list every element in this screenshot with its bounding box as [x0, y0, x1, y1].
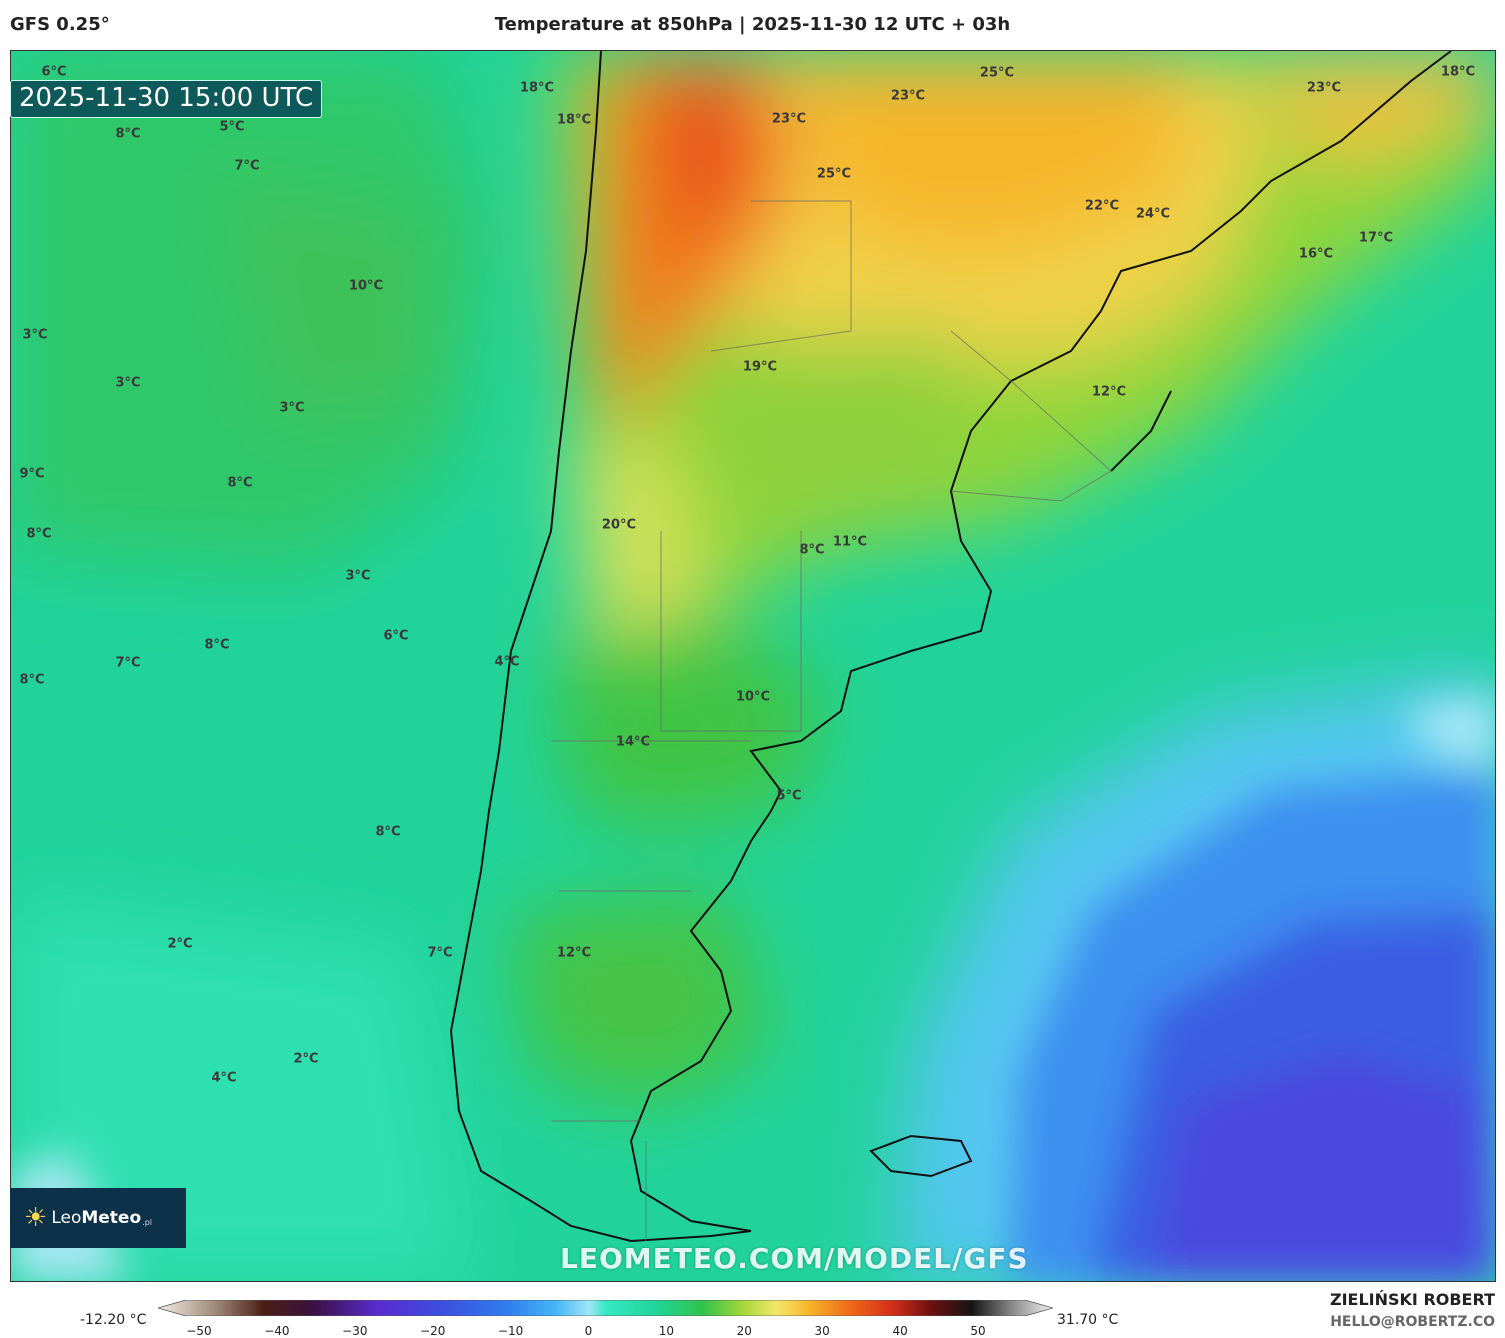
author-email: HELLO@ROBERTZ.CO	[1330, 1314, 1495, 1330]
temperature-label: 7°C	[427, 945, 453, 961]
temperature-label: 17°C	[1358, 230, 1394, 246]
colorbar-max-label: 31.70 °C	[1057, 1312, 1119, 1328]
temperature-label: 5°C	[219, 119, 245, 135]
temperature-label: 8°C	[799, 542, 825, 558]
sun-icon: ☀	[24, 1203, 48, 1233]
temperature-label: 8°C	[26, 526, 52, 542]
temperature-label: 8°C	[227, 475, 253, 491]
colorbar-tick-label: 20	[736, 1324, 752, 1338]
colorbar-tick-label: 40	[892, 1324, 908, 1338]
temperature-label: 6°C	[383, 628, 409, 644]
author-name: ZIELIŃSKI ROBERT	[1329, 1290, 1495, 1309]
colorbar-tick-label: −30	[342, 1324, 368, 1338]
logo-suffix: .pl	[142, 1217, 152, 1227]
temperature-label: 8°C	[204, 637, 230, 653]
temperature-label: 18°C	[519, 80, 555, 96]
temperature-label: 14°C	[615, 734, 651, 750]
valid-time-badge: 2025-11-30 15:00 UTC	[10, 80, 323, 118]
temperature-label: 23°C	[771, 111, 807, 127]
colorbar-tick-label: −50	[186, 1324, 212, 1338]
logo-text: LeoMeteo	[51, 1208, 142, 1228]
temperature-label: 22°C	[1084, 198, 1120, 214]
temperature-label: 7°C	[234, 158, 260, 174]
temperature-label: 11°C	[832, 534, 868, 550]
colorbar-tick-label: 50	[970, 1324, 986, 1338]
temperature-label: 2°C	[293, 1051, 319, 1067]
temperature-label: 18°C	[1440, 64, 1476, 80]
temperature-label: 7°C	[115, 655, 141, 671]
temperature-label: 4°C	[211, 1070, 237, 1086]
temperature-label: 3°C	[115, 375, 141, 391]
temperature-label: 8°C	[375, 824, 401, 840]
temperature-label: 23°C	[1306, 80, 1342, 96]
temperature-label: 18°C	[556, 112, 592, 128]
temperature-label: 5°C	[776, 788, 802, 804]
map-title: Temperature at 850hPa | 2025-11-30 12 UT…	[494, 14, 1011, 35]
temperature-label: 16°C	[1298, 246, 1334, 262]
temperature-label: 25°C	[979, 65, 1015, 81]
colorbar-tick-label: −20	[420, 1324, 446, 1338]
temperature-label: 8°C	[19, 672, 45, 688]
temperature-label: 20°C	[601, 517, 637, 533]
colorbar-tick-label: 0	[584, 1324, 593, 1338]
temperature-label: 6°C	[41, 64, 67, 80]
temperature-label: 4°C	[494, 654, 520, 670]
temperature-map	[10, 50, 1496, 1282]
colorbar-tick-label: −10	[497, 1324, 524, 1338]
temperature-label: 10°C	[735, 689, 771, 705]
model-name: GFS 0.25°	[10, 14, 110, 35]
temperature-label: 19°C	[742, 359, 778, 375]
colorbar	[158, 1300, 1053, 1316]
colorbar-tick-label: 30	[814, 1324, 830, 1338]
temperature-label: 23°C	[890, 88, 926, 104]
colorbar-tick-label: −40	[264, 1324, 290, 1338]
temperature-field	[11, 51, 1495, 1281]
temperature-label: 8°C	[115, 126, 141, 142]
temperature-label: 2°C	[167, 936, 193, 952]
temperature-label: 12°C	[1091, 384, 1127, 400]
temperature-label: 3°C	[345, 568, 371, 584]
temperature-label: 3°C	[279, 400, 305, 416]
temperature-label: 9°C	[19, 466, 45, 482]
temperature-label: 10°C	[348, 278, 384, 294]
colorbar-min-label: -12.20 °C	[80, 1312, 147, 1328]
colorbar-tick-label: 10	[658, 1324, 675, 1338]
temperature-label: 3°C	[22, 327, 48, 343]
leometeo-logo[interactable]: ☀ LeoMeteo .pl	[10, 1188, 186, 1248]
temperature-label: 12°C	[556, 945, 592, 961]
temperature-label: 25°C	[816, 166, 852, 182]
site-watermark: LEOMETEO.COM/MODEL/GFS	[560, 1242, 1029, 1275]
temperature-label: 24°C	[1135, 206, 1171, 222]
